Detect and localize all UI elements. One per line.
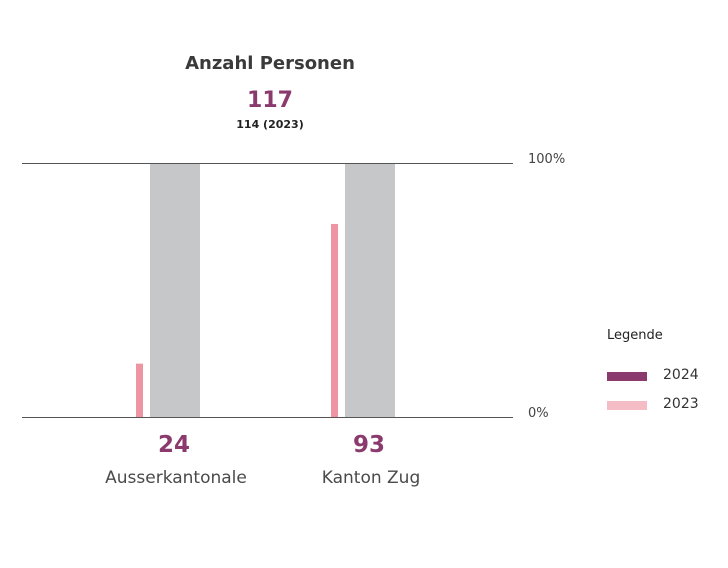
previous-total: 114 (2023) (236, 118, 304, 131)
legend-label-2023: 2023 (663, 396, 699, 412)
background-bar-kanton-zug (345, 163, 395, 417)
total-value: 117 (247, 88, 293, 113)
bar-2023-ausserkantonale (136, 363, 143, 417)
chart-title: Anzahl Personen (185, 53, 355, 74)
category-label-ausserkantonale: Ausserkantonale (105, 468, 247, 488)
legend-title: Legende (607, 328, 663, 343)
background-bar-ausserkantonale (150, 163, 200, 417)
legend-swatch-2023 (607, 401, 647, 410)
legend-swatch-2024 (607, 372, 647, 381)
category-value-kanton-zug: 93 (352, 432, 385, 458)
category-label-kanton-zug: Kanton Zug (321, 468, 421, 488)
legend-label-2024: 2024 (663, 367, 699, 383)
bar-2023-kanton-zug (331, 223, 338, 417)
tick-label-0: 0% (528, 406, 549, 421)
tick-label-100: 100% (528, 152, 565, 167)
category-value-ausserkantonale: 24 (157, 432, 190, 458)
